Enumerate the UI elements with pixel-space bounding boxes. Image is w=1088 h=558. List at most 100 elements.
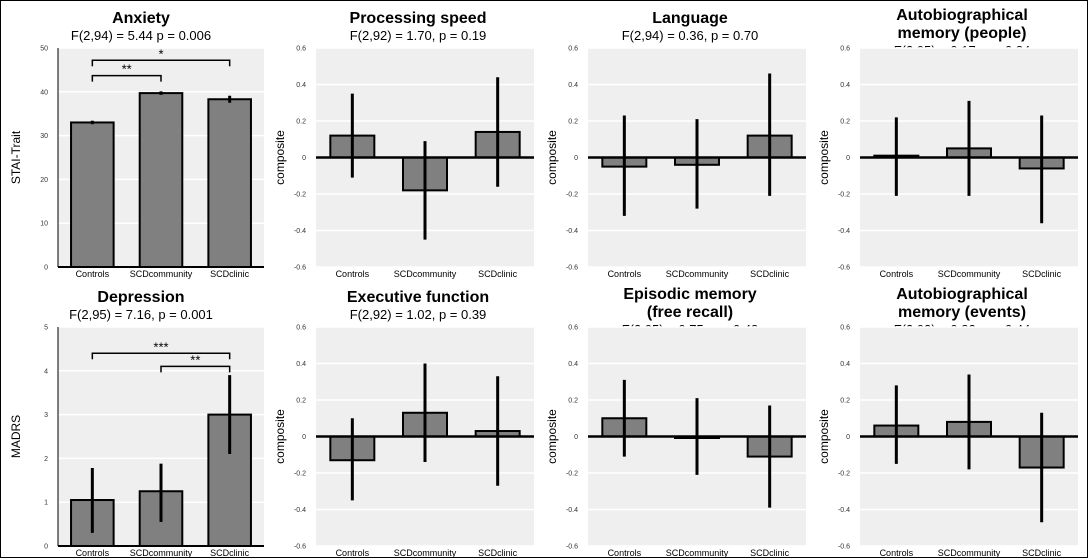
- y-tick-label: 0.2: [296, 119, 306, 126]
- y-tick-label: 0: [44, 544, 48, 551]
- y-tick-label: -0.2: [838, 192, 850, 199]
- y-tick-label: -0.4: [294, 228, 306, 235]
- significance-label: ***: [153, 339, 168, 354]
- chart-subtitle: F(2,94) = 5.44 p = 0.006: [71, 28, 211, 43]
- x-tick-label: Controls: [336, 269, 370, 279]
- y-tick-label: 0.6: [296, 325, 306, 332]
- y-tick-label: -0.2: [566, 471, 578, 478]
- y-tick-label: 0.4: [296, 361, 306, 368]
- chart-title-line: memory (people): [898, 25, 1027, 42]
- chart-panel-7: Episodic memory(free recall)F(2,95) = 0.…: [545, 286, 806, 558]
- significance-label: *: [158, 46, 163, 61]
- y-tick-label: -0.2: [566, 192, 578, 199]
- y-tick-label: 0.2: [568, 398, 578, 405]
- y-tick-label: -0.6: [294, 265, 306, 272]
- y-tick-label: 0.4: [568, 82, 578, 89]
- y-tick-label: 0.2: [840, 119, 850, 126]
- y-tick-label: -0.6: [566, 265, 578, 272]
- y-axis-label: composite: [817, 130, 831, 185]
- y-tick-label: 30: [40, 133, 48, 140]
- x-tick-label: Controls: [336, 548, 370, 558]
- y-tick-label: -0.2: [294, 192, 306, 199]
- chart-title-line: Anxiety: [112, 10, 170, 27]
- y-tick-label: 0: [302, 155, 306, 162]
- chart-title-line: memory (events): [898, 304, 1026, 321]
- x-tick-label: SCDcommunity: [394, 269, 457, 279]
- x-tick-label: Controls: [608, 269, 642, 279]
- x-tick-label: SCDclinic: [478, 548, 518, 558]
- y-tick-label: 0.4: [568, 361, 578, 368]
- chart-title: Executive function: [347, 289, 489, 306]
- y-tick-label: 0.2: [296, 398, 306, 405]
- chart-title: Language: [652, 10, 728, 27]
- y-axis-label: composite: [817, 409, 831, 464]
- chart-title-line: Depression: [97, 289, 184, 306]
- y-tick-label: 4: [44, 368, 48, 375]
- y-tick-label: 0.4: [840, 361, 850, 368]
- x-tick-label: SCDcommunity: [130, 269, 193, 279]
- chart-title-line: Language: [652, 10, 728, 27]
- x-tick-label: Controls: [76, 548, 110, 558]
- y-tick-label: 0.2: [568, 119, 578, 126]
- y-tick-label: -0.6: [838, 544, 850, 551]
- significance-label: **: [122, 62, 132, 77]
- chart-title: Processing speed: [350, 10, 487, 27]
- y-axis-label: MADRS: [9, 415, 23, 458]
- y-tick-label: 5: [44, 325, 48, 332]
- x-tick-label: SCDcommunity: [394, 548, 457, 558]
- chart-title-line: (free recall): [647, 304, 733, 321]
- x-tick-label: SCDclinic: [750, 269, 790, 279]
- y-axis-label: STAI-Trait: [9, 130, 23, 184]
- y-tick-label: 20: [40, 177, 48, 184]
- y-tick-label: 0.6: [568, 46, 578, 53]
- y-tick-label: 40: [40, 89, 48, 96]
- y-tick-label: 0.6: [840, 325, 850, 332]
- chart-title: Anxiety: [112, 10, 170, 27]
- y-tick-label: 10: [40, 221, 48, 228]
- y-tick-label: -0.2: [838, 471, 850, 478]
- chart-title-line: Processing speed: [350, 10, 487, 27]
- y-tick-label: -0.6: [566, 544, 578, 551]
- chart-title-line: Executive function: [347, 289, 489, 306]
- x-tick-label: SCDcommunity: [130, 548, 193, 558]
- significance-label: **: [190, 352, 200, 367]
- x-tick-label: SCDclinic: [1022, 269, 1062, 279]
- y-tick-label: 50: [40, 46, 48, 53]
- y-tick-label: 0: [574, 434, 578, 441]
- bar: [70, 121, 115, 268]
- y-tick-label: -0.4: [566, 228, 578, 235]
- x-tick-label: Controls: [880, 269, 914, 279]
- y-axis-label: composite: [273, 409, 287, 464]
- x-tick-label: SCDclinic: [478, 269, 518, 279]
- significance-bracket: [91, 74, 162, 82]
- y-tick-label: 0.6: [840, 46, 850, 53]
- significance-bracket: [91, 352, 231, 360]
- y-tick-label: 3: [44, 412, 48, 419]
- x-tick-label: SCDclinic: [210, 548, 250, 558]
- y-tick-label: 0.4: [296, 82, 306, 89]
- bar: [207, 98, 252, 268]
- y-tick-label: 0.6: [296, 46, 306, 53]
- y-tick-label: -0.4: [294, 507, 306, 514]
- y-tick-label: 0: [302, 434, 306, 441]
- chart-subtitle: F(2,92) = 1.70, p = 0.19: [350, 28, 487, 43]
- chart-title: Episodic memory (free recall): [623, 286, 756, 321]
- chart-title: Depression: [97, 289, 184, 306]
- x-tick-label: SCDcommunity: [666, 548, 729, 558]
- x-tick-label: SCDcommunity: [666, 269, 729, 279]
- y-tick-label: 1: [44, 500, 48, 507]
- y-axis-label: composite: [545, 130, 559, 185]
- chart-title: Autobiographical memory (people): [896, 7, 1028, 42]
- chart-subtitle: F(2,94) = 0.36, p = 0.70: [622, 28, 759, 43]
- y-tick-label: -0.4: [838, 228, 850, 235]
- x-tick-label: Controls: [880, 548, 914, 558]
- y-tick-label: -0.6: [294, 544, 306, 551]
- significance-bracket: [91, 59, 231, 67]
- y-tick-label: 0: [846, 155, 850, 162]
